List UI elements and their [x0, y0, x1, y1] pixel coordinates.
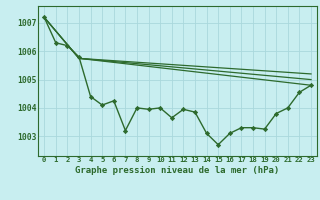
X-axis label: Graphe pression niveau de la mer (hPa): Graphe pression niveau de la mer (hPa) [76, 166, 280, 175]
